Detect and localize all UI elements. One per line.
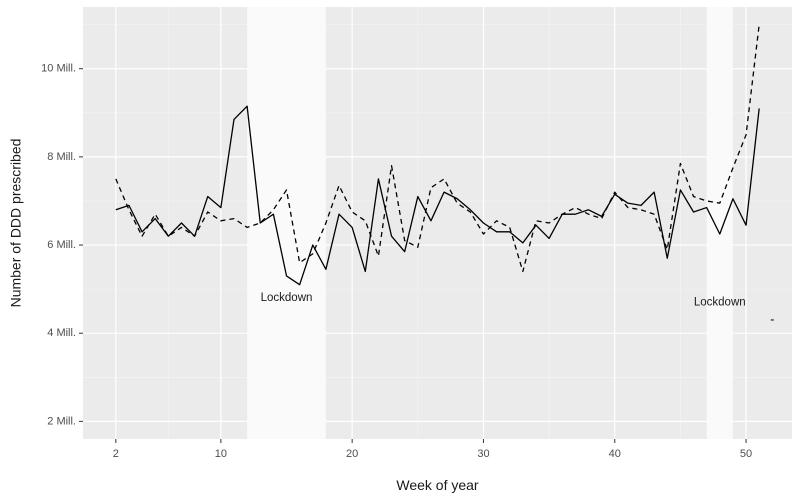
y-axis-title: Number of DDD prescribed bbox=[8, 139, 24, 308]
y-tick-label: 8 Mill. bbox=[47, 151, 76, 163]
y-tick-label: 6 Mill. bbox=[47, 239, 76, 251]
y-tick-label: 2 Mill. bbox=[47, 415, 76, 427]
series-line-solid bbox=[115, 105, 760, 286]
x-tick-label: 20 bbox=[346, 448, 358, 460]
y-tick-label: 4 Mill. bbox=[47, 327, 76, 339]
lockdown-band bbox=[247, 7, 326, 439]
x-tick-label: 2 bbox=[113, 448, 119, 460]
lockdown-label: Lockdown bbox=[261, 292, 313, 304]
x-axis: 2 10 20 30 40 50 bbox=[113, 439, 752, 460]
plot-panel bbox=[83, 7, 792, 439]
lockdown-band bbox=[706, 7, 733, 439]
lockdown-label: Lockdown bbox=[694, 296, 746, 308]
x-tick-label: 30 bbox=[477, 448, 489, 460]
x-tick-label: 40 bbox=[609, 448, 621, 460]
annotations: Lockdown Lockdown bbox=[261, 292, 746, 308]
y-tick-label: 10 Mill. bbox=[41, 63, 76, 75]
x-tick-label: 10 bbox=[215, 448, 227, 460]
series-lines bbox=[115, 24, 760, 286]
series-line-dashed bbox=[115, 24, 760, 273]
x-axis-title: Week of year bbox=[396, 477, 479, 493]
y-axis: 2 Mill. 4 Mill. 6 Mill. 8 Mill. 10 Mill. bbox=[41, 63, 83, 427]
x-tick-label: 50 bbox=[740, 448, 752, 460]
